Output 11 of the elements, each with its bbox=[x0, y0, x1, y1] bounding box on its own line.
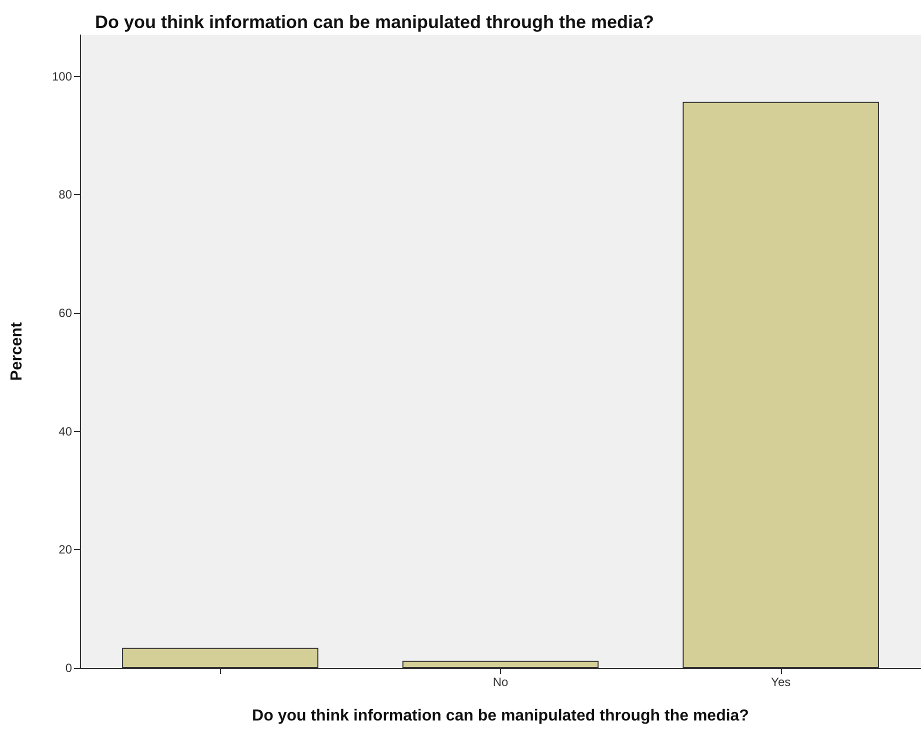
y-tick-label: 40 bbox=[58, 424, 72, 438]
x-tick-label: No bbox=[492, 675, 508, 689]
y-tick-label: 20 bbox=[58, 542, 72, 557]
y-tick-label: 80 bbox=[58, 188, 72, 202]
y-tick-label: 100 bbox=[52, 69, 72, 84]
y-tick-label: 0 bbox=[65, 661, 72, 675]
x-axis-title: Do you think information can be manipulated through the media? bbox=[252, 708, 749, 724]
chart-title: Do you think information can be manipulated through the media? bbox=[95, 12, 654, 32]
y-tick-label: 60 bbox=[58, 306, 72, 320]
y-axis-title: Percent bbox=[8, 321, 26, 381]
x-tick-label: Yes bbox=[771, 675, 791, 689]
